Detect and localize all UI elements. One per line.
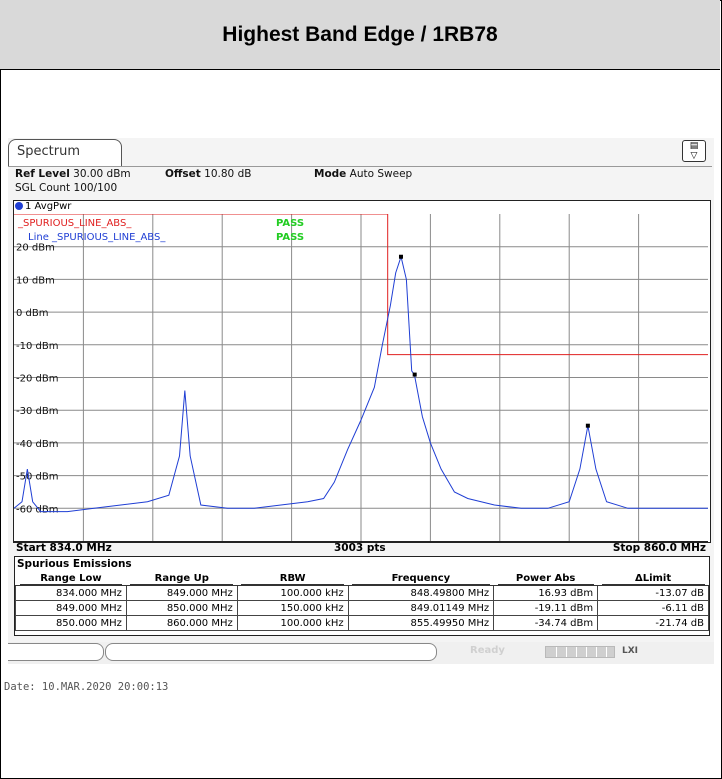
y-tick-label: 0 dBm — [16, 308, 49, 319]
table-cell: 849.000 MHz — [15, 600, 127, 616]
plot-area — [13, 200, 711, 543]
lxi-icon: LXI — [622, 646, 639, 656]
limit-line-path — [14, 214, 708, 356]
limit-line-label-1: _SPURIOUS_LINE_ABS_ — [17, 218, 132, 229]
tab-spectrum-label: Spectrum — [17, 144, 80, 159]
table-row: 850.000 MHz 860.000 MHz 100.000 kHz 855.… — [15, 615, 709, 631]
table-title: Spurious Emissions — [17, 558, 132, 570]
mode-label: Mode — [314, 168, 347, 180]
limit-line-status-2: PASS — [276, 232, 304, 243]
ref-level-value: 30.00 dBm — [73, 168, 131, 180]
trace-series — [14, 254, 708, 513]
page-title: Highest Band Edge / 1RB78 — [222, 22, 498, 46]
tab-divider — [8, 166, 712, 167]
table-cell: 850.000 MHz — [125, 600, 238, 616]
mode-readout: Mode Auto Sweep — [314, 168, 412, 180]
sgl-count: SGL Count 100/100 — [15, 182, 118, 194]
y-tick-label: -60 dBm — [16, 504, 58, 515]
tab-spectrum[interactable]: Spectrum — [8, 139, 122, 167]
capture-date: Date: 10.MAR.2020 20:00:13 — [4, 681, 169, 693]
trace-line — [14, 254, 708, 513]
spectrum-menu-icon[interactable]: ▤ ▽ — [682, 140, 706, 162]
peak-marker — [398, 254, 403, 259]
table-cell: 100.000 kHz — [236, 615, 349, 631]
y-tick-label: 20 dBm — [16, 243, 55, 254]
table-header-row: Range Low Range Up RBW Frequency Power A… — [15, 572, 709, 586]
trace-label: 1 AvgPwr — [15, 201, 71, 212]
peak-marker — [412, 372, 417, 377]
table-cell: 100.000 kHz — [236, 585, 349, 601]
sweep-progress-bar — [545, 646, 615, 658]
status-field-left[interactable] — [8, 643, 104, 661]
table-row: 834.000 MHz 849.000 MHz 100.000 kHz 848.… — [15, 585, 709, 601]
spectrum-chart: 20 dBm 10 dBm 0 dBm -10 dBm -20 dBm -30 dBm -4… — [14, 214, 708, 541]
ready-status: Ready — [470, 645, 505, 656]
col-delta-limit: ΔLimit — [601, 573, 705, 585]
y-tick-label: -30 dBm — [16, 406, 58, 417]
table-cell: -21.74 dB — [597, 615, 709, 631]
limit-line — [14, 214, 708, 356]
spurious-emissions-panel: Spurious Emissions Range Low Range Up RB… — [14, 556, 710, 636]
table-cell: 848.49800 MHz — [347, 585, 495, 601]
table-cell: 849.000 MHz — [125, 585, 238, 601]
table-cell: 150.000 kHz — [236, 600, 349, 616]
page-header: Highest Band Edge / 1RB78 — [0, 0, 720, 70]
table-row: 849.000 MHz 850.000 MHz 150.000 kHz 849.… — [15, 600, 709, 616]
limit-line-status-1: PASS — [276, 218, 304, 229]
table-cell: 849.01149 MHz — [347, 600, 495, 616]
status-field-message[interactable] — [105, 643, 437, 661]
trace-indicator-icon — [15, 202, 23, 210]
table-cell: -13.07 dB — [597, 585, 709, 601]
table-cell: 834.000 MHz — [15, 585, 127, 601]
ref-level-readout: Ref Level 30.00 dBm — [15, 168, 131, 180]
table-cell: 855.49950 MHz — [347, 615, 495, 631]
spurious-table: Range Low Range Up RBW Frequency Power A… — [15, 572, 709, 631]
table-cell: 16.93 dBm — [493, 585, 599, 601]
y-tick-label: -20 dBm — [16, 374, 58, 385]
y-tick-label: -40 dBm — [16, 439, 58, 450]
table-cell: -34.74 dBm — [493, 615, 599, 631]
y-tick-label: -50 dBm — [16, 472, 58, 483]
y-tick-label: 10 dBm — [16, 275, 55, 286]
col-frequency: Frequency — [352, 573, 490, 585]
peak-marker — [585, 423, 590, 428]
x-axis-bar: Start 834.0 MHz 3003 pts Stop 860.0 MHz — [14, 541, 708, 556]
ref-level-label: Ref Level — [15, 168, 70, 180]
status-bar: Ready LXI — [8, 642, 714, 664]
col-range-up: Range Up — [130, 573, 234, 585]
y-axis-labels: 20 dBm 10 dBm 0 dBm -10 dBm -20 dBm -30 dBm -4… — [16, 243, 58, 516]
offset-label: Offset — [165, 168, 201, 180]
x-start-label: Start 834.0 MHz — [16, 542, 112, 554]
offset-readout: Offset 10.80 dB — [165, 168, 251, 180]
offset-value: 10.80 dB — [204, 168, 252, 180]
col-range-low: Range Low — [19, 573, 123, 585]
chart-grid — [14, 214, 708, 541]
mode-value: Auto Sweep — [349, 168, 413, 180]
table-cell: -19.11 dBm — [493, 600, 599, 616]
table-cell: 860.000 MHz — [125, 615, 238, 631]
points-label: 3003 pts — [334, 542, 386, 554]
trace-label-text: 1 AvgPwr — [25, 201, 72, 212]
table-cell: 850.000 MHz — [15, 615, 127, 631]
y-tick-label: -10 dBm — [16, 341, 58, 352]
table-cell: -6.11 dB — [597, 600, 709, 616]
col-power-abs: Power Abs — [497, 573, 594, 585]
x-stop-label: Stop 860.0 MHz — [612, 542, 706, 554]
limit-line-label-2: Line _SPURIOUS_LINE_ABS_ — [28, 232, 166, 243]
marker-group — [398, 254, 590, 428]
col-rbw: RBW — [241, 573, 345, 585]
